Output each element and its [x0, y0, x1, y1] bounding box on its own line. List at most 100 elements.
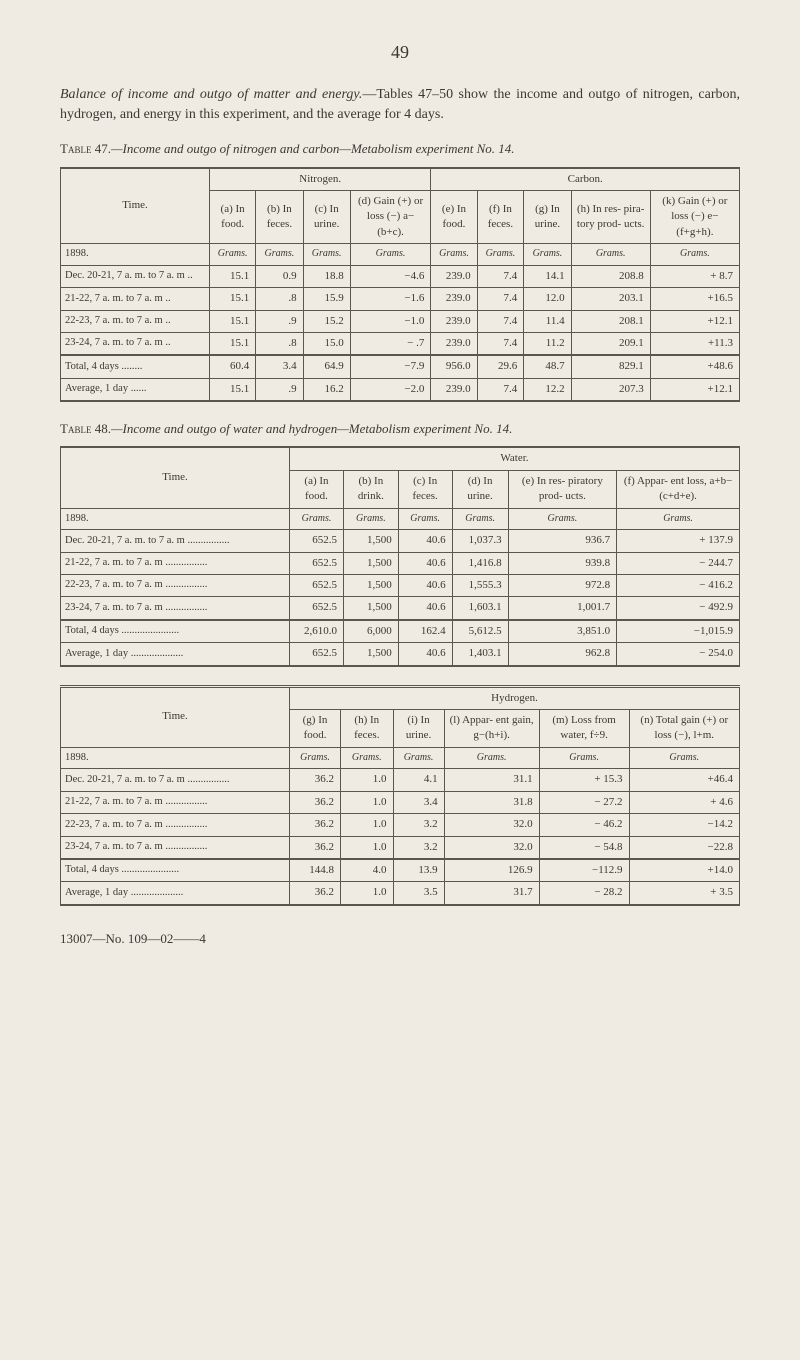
cell: − 244.7	[617, 552, 740, 574]
table-row: 22-23, 7 a. m. to 7 a. m ..15.1.915.2−1.…	[61, 310, 740, 332]
unit: Grams.	[341, 747, 394, 769]
unit: Grams.	[452, 508, 508, 530]
cell: 12.2	[524, 378, 571, 401]
cell: 207.3	[571, 378, 650, 401]
hcol-m: (m) Loss from water, f÷9.	[539, 709, 629, 747]
table47-caption: Table 47.—Income and outgo of nitrogen a…	[60, 140, 740, 158]
cell: 4.1	[393, 769, 444, 791]
cell: 7.4	[477, 378, 524, 401]
cell: 7.4	[477, 288, 524, 310]
unit: Grams.	[393, 747, 444, 769]
cell: 15.9	[303, 288, 350, 310]
cell: 31.1	[444, 769, 539, 791]
wcol-f: (f) Appar- ent loss, a+b− (c+d+e).	[617, 470, 740, 508]
table47-time-header: Time.	[61, 168, 210, 244]
cell: 60.4	[210, 355, 256, 378]
cell: 652.5	[290, 597, 344, 620]
table48-caption: Table 48.—Income and outgo of water and …	[60, 420, 740, 438]
table-row: Average, 1 day ....................652.5…	[61, 643, 740, 666]
cell: .8	[256, 288, 303, 310]
row-time: Average, 1 day ....................	[61, 882, 290, 905]
table48-time-header: Time.	[61, 447, 290, 508]
cell: 972.8	[508, 574, 617, 596]
cell: 1,500	[343, 597, 398, 620]
cell: − 416.2	[617, 574, 740, 596]
cell: +11.3	[650, 332, 739, 355]
table-row: 23-24, 7 a. m. to 7 a. m ...............…	[61, 597, 740, 620]
unit: Grams.	[210, 244, 256, 266]
cell: − 254.0	[617, 643, 740, 666]
table-row: 21-22, 7 a. m. to 7 a. m ...............…	[61, 791, 740, 813]
row-time: Dec. 20-21, 7 a. m. to 7 a. m ..........…	[61, 769, 290, 791]
table-row: Dec. 20-21, 7 a. m. to 7 a. m ..15.10.91…	[61, 265, 740, 287]
cell: 40.6	[398, 574, 452, 596]
table-row: 23-24, 7 a. m. to 7 a. m ...............…	[61, 836, 740, 859]
cell: 652.5	[290, 643, 344, 666]
year-label: 1898.	[61, 747, 290, 769]
cell: +12.1	[650, 378, 739, 401]
cell: 239.0	[431, 378, 477, 401]
cell: 939.8	[508, 552, 617, 574]
year-label: 1898.	[61, 244, 210, 266]
cell: −1.0	[350, 310, 431, 332]
row-time: 21-22, 7 a. m. to 7 a. m ...............…	[61, 552, 290, 574]
intro-paragraph: Balance of income and outgo of matter an…	[60, 85, 740, 124]
col-k: (k) Gain (+) or loss (−) e−(f+g+h).	[650, 190, 739, 243]
cell: 239.0	[431, 310, 477, 332]
cell: 203.1	[571, 288, 650, 310]
cell: 36.2	[290, 791, 341, 813]
cell: −112.9	[539, 859, 629, 882]
row-time: Average, 1 day ......	[61, 378, 210, 401]
cell: 144.8	[290, 859, 341, 882]
col-h: (h) In res- pira- tory prod- ucts.	[571, 190, 650, 243]
cell: 31.8	[444, 791, 539, 813]
cell: 3.5	[393, 882, 444, 905]
cell: 162.4	[398, 620, 452, 643]
cell: .8	[256, 332, 303, 355]
cell: 652.5	[290, 530, 344, 552]
cell: 40.6	[398, 643, 452, 666]
cell: −2.0	[350, 378, 431, 401]
table-row: Average, 1 day ....................36.21…	[61, 882, 740, 905]
cell: 14.1	[524, 265, 571, 287]
cell: 239.0	[431, 332, 477, 355]
unit: Grams.	[539, 747, 629, 769]
table-row: Total, 4 days ......................2,61…	[61, 620, 740, 643]
cell: + 137.9	[617, 530, 740, 552]
cell: + 8.7	[650, 265, 739, 287]
hcol-n: (n) Total gain (+) or loss (−), l+m.	[629, 709, 739, 747]
table47: Time. Nitrogen. Carbon. (a) In food. (b)…	[60, 167, 740, 403]
row-time: 21-22, 7 a. m. to 7 a. m ..	[61, 288, 210, 310]
cell: 652.5	[290, 574, 344, 596]
cell: 1,500	[343, 574, 398, 596]
unit: Grams.	[303, 244, 350, 266]
cell: 32.0	[444, 836, 539, 859]
cell: 40.6	[398, 552, 452, 574]
cell: 48.7	[524, 355, 571, 378]
cell: 40.6	[398, 530, 452, 552]
cell: 1,500	[343, 530, 398, 552]
cell: 15.1	[210, 288, 256, 310]
hcol-g: (g) In food.	[290, 709, 341, 747]
cell: 1,001.7	[508, 597, 617, 620]
cell: 1.0	[341, 836, 394, 859]
wcol-c: (c) In feces.	[398, 470, 452, 508]
page-number: 49	[60, 40, 740, 65]
cell: 11.2	[524, 332, 571, 355]
row-time: Dec. 20-21, 7 a. m. to 7 a. m ..........…	[61, 530, 290, 552]
cell: 15.1	[210, 332, 256, 355]
cell: −1,015.9	[617, 620, 740, 643]
unit: Grams.	[617, 508, 740, 530]
unit: Grams.	[256, 244, 303, 266]
cell: 15.0	[303, 332, 350, 355]
table48-caption-it: —Income and outgo of water and hydrogen—…	[111, 421, 512, 436]
cell: 1,500	[343, 552, 398, 574]
cell: 126.9	[444, 859, 539, 882]
cell: + 15.3	[539, 769, 629, 791]
table48-water: Time. Water. (a) In food. (b) In drink. …	[60, 446, 740, 666]
footer-line: 13007—No. 109—02——4	[60, 930, 740, 948]
cell: 1,555.3	[452, 574, 508, 596]
col-d: (d) Gain (+) or loss (−) a−(b+c).	[350, 190, 431, 243]
cell: 239.0	[431, 288, 477, 310]
cell: .9	[256, 378, 303, 401]
